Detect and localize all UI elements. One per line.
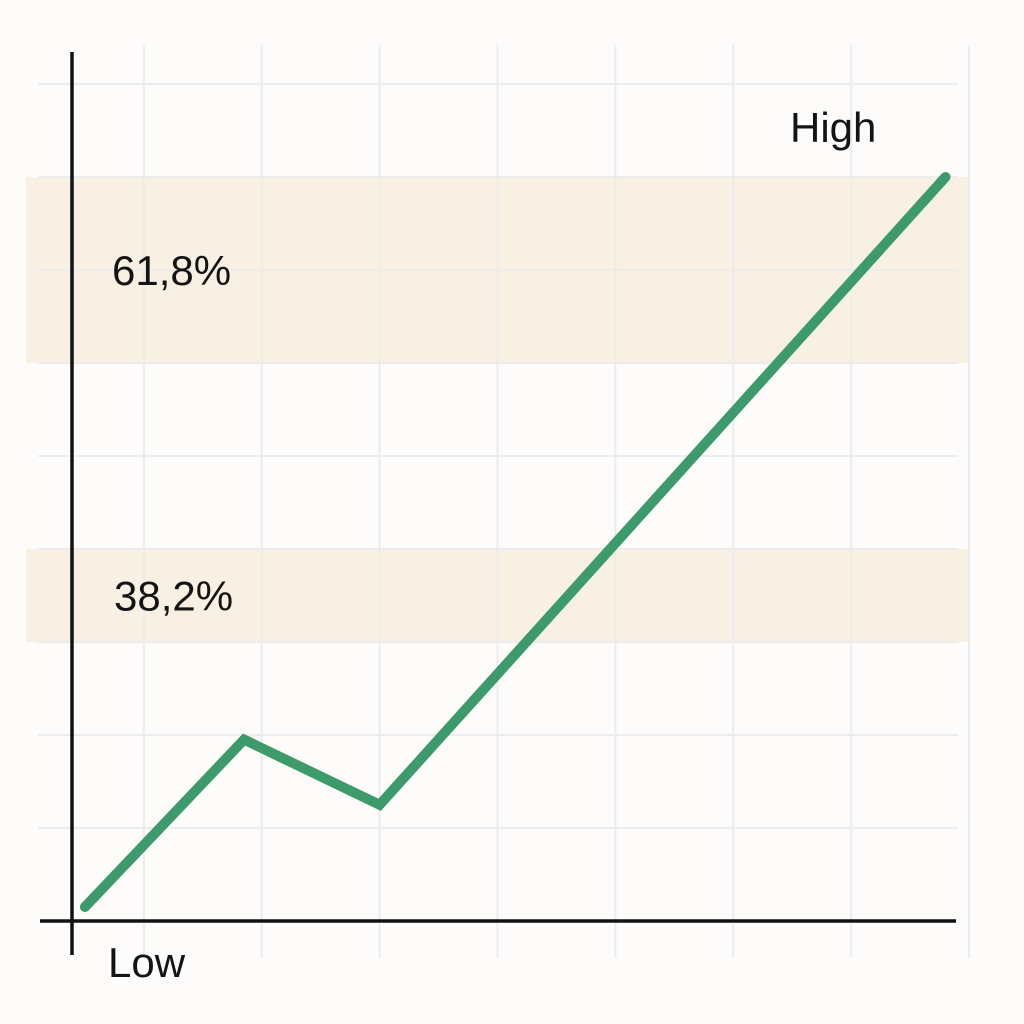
grid [38,45,971,958]
fib-label-618: 61,8% [112,247,231,294]
fib-label-382: 38,2% [114,573,233,620]
high-label: High [790,104,876,151]
axes [40,52,956,955]
price-line [79,172,951,912]
labels-layer: 61,8% 38,2% Low High [108,104,876,986]
low-label: Low [108,939,186,986]
series-layer [79,172,951,912]
